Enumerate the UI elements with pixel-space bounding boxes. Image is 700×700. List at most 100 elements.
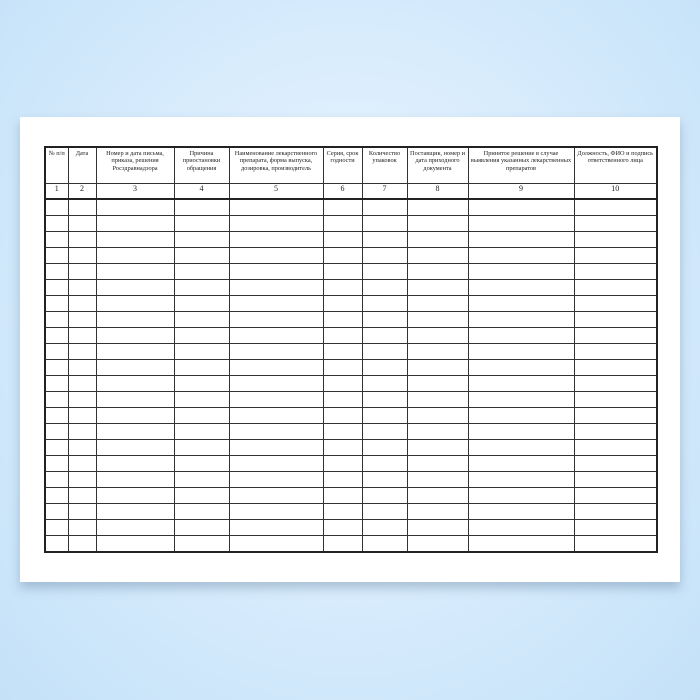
table-cell [406,391,469,408]
table-cell [228,359,324,376]
table-cell [95,407,175,424]
table-cell [467,487,575,504]
column-number: 7 [361,183,408,200]
table-cell [573,327,658,344]
table-cell [173,375,230,392]
table-cell [173,231,230,248]
table-cell [67,215,97,232]
table-row [44,247,658,264]
table-cell [67,311,97,328]
table-cell [228,391,324,408]
table-cell [406,247,469,264]
table-cell [228,423,324,440]
table-cell [173,359,230,376]
table-cell [95,198,175,216]
table-cell [406,198,469,216]
table-cell [573,359,658,376]
table-cell [406,503,469,520]
table-cell [67,439,97,456]
table-cell [322,247,363,264]
table-cell [322,215,363,232]
table-cell [44,263,69,280]
table-row [44,503,658,520]
column-number: 8 [406,183,469,200]
table-cell [361,375,408,392]
table-cell [95,359,175,376]
table-cell [44,247,69,264]
table-cell [573,231,658,248]
table-cell [361,263,408,280]
header-row: № п/п Дата Номер и дата письма, приказа, р… [44,146,658,184]
table-cell [573,311,658,328]
table-cell [573,519,658,536]
table-cell [467,519,575,536]
table-cell [228,295,324,312]
table-cell [44,375,69,392]
table-cell [361,279,408,296]
table-cell [406,263,469,280]
table-cell [173,423,230,440]
table-cell [361,503,408,520]
table-cell [67,535,97,553]
table-cell [44,503,69,520]
table-cell [467,439,575,456]
table-row [44,471,658,488]
table-cell [322,503,363,520]
table-cell [95,311,175,328]
table-cell [467,455,575,472]
table-cell [67,423,97,440]
column-header: Должность, ФИО и подпись ответственного … [573,146,658,184]
table-cell [228,519,324,536]
table-cell [573,455,658,472]
table-cell [573,423,658,440]
table-row [44,519,658,536]
table-row [44,423,658,440]
column-header: Серия, срок годности [322,146,363,184]
table-cell [406,423,469,440]
table-cell [322,327,363,344]
table-cell [322,311,363,328]
table-cell [228,375,324,392]
table-cell [95,279,175,296]
table-cell [322,455,363,472]
table-cell [173,263,230,280]
table-cell [228,231,324,248]
table-cell [67,471,97,488]
table-cell [44,439,69,456]
table-cell [406,231,469,248]
table-row [44,375,658,392]
column-header: Поставщик, номер и дата приходного докум… [406,146,469,184]
table-cell [173,487,230,504]
table-cell [67,295,97,312]
table-cell [95,215,175,232]
table-cell [467,231,575,248]
table-cell [573,198,658,216]
table-cell [322,519,363,536]
table-cell [573,279,658,296]
table-cell [67,263,97,280]
table-row [44,455,658,472]
table-cell [361,215,408,232]
table-cell [361,471,408,488]
table-cell [228,198,324,216]
column-number: 3 [95,183,175,200]
table-cell [573,487,658,504]
table-cell [467,295,575,312]
table-cell [361,359,408,376]
column-number: 6 [322,183,363,200]
table-row [44,343,658,360]
column-number: 10 [573,183,658,200]
table-cell [406,455,469,472]
table-cell [361,439,408,456]
column-number: 4 [173,183,230,200]
table-row [44,295,658,312]
table-cell [173,343,230,360]
table-cell [467,279,575,296]
column-number: 2 [67,183,97,200]
column-header: Принятое решение в случае выявления указ… [467,146,575,184]
table-cell [44,343,69,360]
table-row [44,231,658,248]
table-cell [44,407,69,424]
table-cell [322,359,363,376]
table-cell [467,247,575,264]
